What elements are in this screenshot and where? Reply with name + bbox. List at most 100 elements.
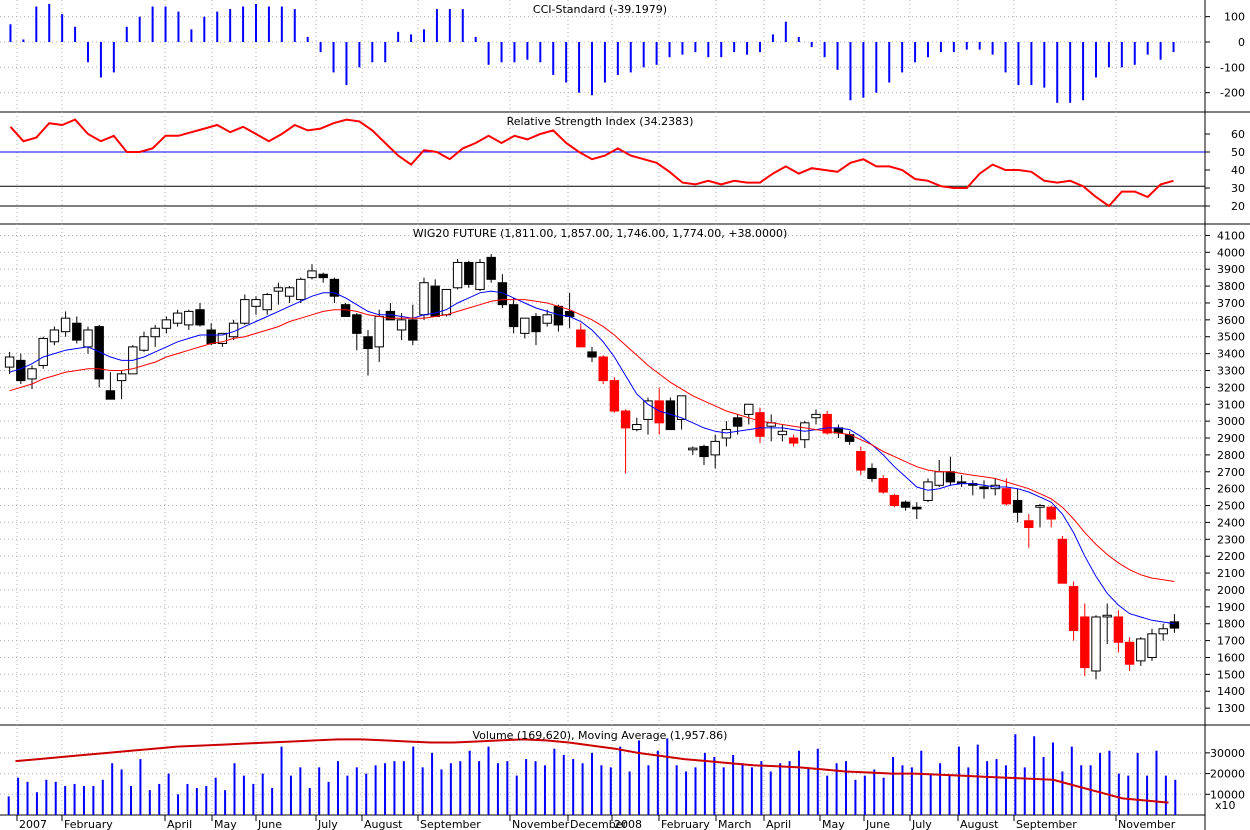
candle-body: [1169, 621, 1180, 629]
rsi-title: Relative Strength Index (34.2383): [507, 115, 694, 128]
candle-body: [60, 317, 71, 333]
candle-body: [497, 282, 508, 306]
price-tick-label: 3800: [1217, 280, 1245, 293]
candle-body: [856, 451, 866, 471]
candle-body: [296, 278, 306, 301]
candle-body: [609, 380, 620, 412]
rsi-panel: [0, 118, 1205, 208]
price-tick-label: 4000: [1217, 246, 1245, 259]
price-tick-label: 2900: [1217, 432, 1245, 445]
price-tick-label: 3200: [1217, 381, 1245, 394]
candle-body: [374, 315, 384, 348]
price-tick-label: 3000: [1217, 415, 1245, 428]
candle-body: [396, 319, 407, 331]
candle-body: [240, 299, 250, 324]
x-tick-label: February: [64, 818, 113, 830]
candle-body: [184, 310, 194, 326]
candle-body: [1124, 641, 1135, 665]
candle-body: [900, 501, 911, 508]
candle-body: [318, 273, 328, 279]
volume-panel: [7, 734, 1177, 815]
volume-tick-label: 30000: [1210, 747, 1245, 760]
x-tick-label: April: [167, 818, 192, 830]
rsi-tick-label: 50: [1231, 146, 1245, 159]
x-tick-label: March: [718, 818, 752, 830]
x-tick-label: August: [960, 818, 999, 830]
candle-body: [1102, 614, 1112, 618]
candle-body: [1012, 499, 1023, 513]
candle-body: [1057, 538, 1068, 584]
price-tick-label: 1900: [1217, 601, 1245, 614]
price-tick-label: 3700: [1217, 297, 1245, 310]
candle-body: [587, 351, 597, 358]
candle-body: [4, 356, 15, 368]
price-tick-label: 1600: [1217, 651, 1245, 664]
x-tick-label: November: [1118, 818, 1176, 830]
candle-body: [1136, 638, 1146, 662]
candle-body: [912, 506, 922, 510]
x-tick-label: May: [822, 818, 845, 830]
x-tick-label: September: [420, 818, 481, 830]
candle-body: [1080, 616, 1090, 669]
candle-body: [273, 287, 284, 292]
x-tick-label: June: [865, 818, 890, 830]
price-tick-label: 2800: [1217, 449, 1245, 462]
candle-body: [788, 437, 799, 444]
price-tick-label: 2600: [1217, 483, 1245, 496]
candle-body: [38, 337, 48, 366]
candle-body: [475, 261, 485, 290]
price-tick-label: 1400: [1217, 685, 1245, 698]
candle-body: [195, 309, 205, 326]
cci-tick-label: -200: [1220, 87, 1245, 100]
x-tick-label: February: [661, 818, 710, 830]
candle-body: [363, 336, 373, 350]
price-tick-label: 3900: [1217, 263, 1245, 276]
price-tick-label: 2500: [1217, 500, 1245, 513]
candle-body: [598, 356, 608, 382]
price-tick-label: 1300: [1217, 702, 1245, 715]
price-tick-label: 3100: [1217, 398, 1245, 411]
candle-body: [699, 445, 709, 458]
candle-body: [94, 326, 104, 380]
price-tick-label: 2700: [1217, 466, 1245, 479]
candle-body: [1068, 586, 1079, 631]
x-tick-label: May: [214, 818, 237, 830]
candle-body: [710, 440, 720, 456]
x-tick-label: September: [1016, 818, 1077, 830]
candle-body: [284, 287, 295, 297]
candle-body: [1046, 506, 1056, 520]
candle-body: [329, 278, 340, 297]
candle-body: [49, 329, 60, 343]
price-tick-label: 3300: [1217, 364, 1245, 377]
candle-body: [945, 471, 956, 483]
price-panel: [4, 254, 1180, 680]
candle-body: [531, 315, 541, 333]
candle-body: [1024, 520, 1034, 528]
candle-body: [116, 373, 127, 382]
candle-body: [72, 322, 82, 341]
candle-body: [867, 467, 877, 480]
candle-body: [352, 314, 362, 334]
rsi-tick-label: 30: [1231, 182, 1245, 195]
price-title: WIG20 FUTURE (1,811.00, 1,857.00, 1,746.…: [413, 227, 788, 240]
volume-scale-label: x10: [1215, 799, 1236, 812]
candle-body: [878, 478, 888, 493]
price-tick-label: 1700: [1217, 635, 1245, 648]
candle-body: [744, 403, 754, 415]
candle-body: [172, 312, 183, 324]
candle-body: [979, 486, 989, 490]
rsi-line: [9, 118, 1174, 208]
candle-body: [542, 314, 552, 324]
candle-body: [16, 359, 26, 382]
x-tick-label: April: [766, 818, 791, 830]
cci-title: CCI-Standard (-39.1979): [533, 3, 667, 16]
volume-ma-line: [15, 738, 1169, 804]
candle-body: [452, 261, 463, 289]
price-tick-label: 3600: [1217, 314, 1245, 327]
candle-body: [508, 304, 519, 328]
candle-body: [408, 319, 418, 341]
candle-body: [620, 410, 631, 429]
x-tick-label: December: [570, 818, 628, 830]
